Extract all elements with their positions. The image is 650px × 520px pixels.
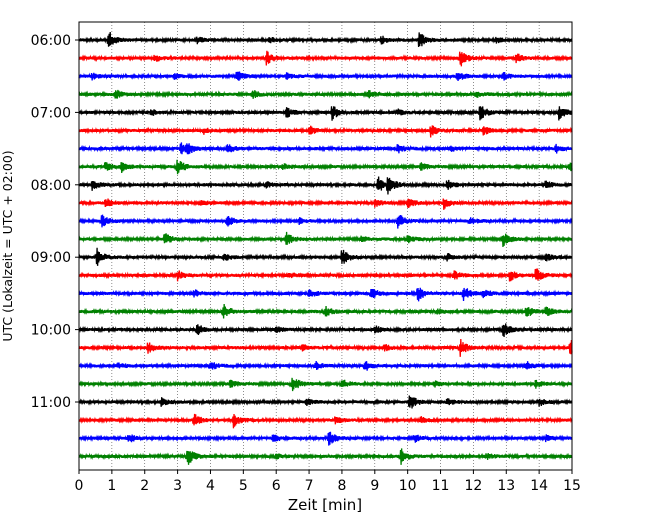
y-axis-ticks: 06:00 07:00 08:00 09:00 10:00 11:00: [31, 33, 79, 411]
plot-area: [79, 22, 572, 470]
trace-line: [78, 413, 573, 429]
y-tick-label: 09:00: [31, 250, 71, 266]
trace-line: [78, 268, 573, 282]
trace-line: [78, 338, 573, 357]
trace-line: [78, 377, 573, 392]
trace-line: [78, 360, 573, 371]
trace-line: [78, 287, 573, 302]
trace-line: [78, 247, 573, 266]
y-tick-label: 11:00: [31, 395, 71, 411]
y-tick-label: 07:00: [31, 105, 71, 121]
x-tick-label: 3: [173, 478, 182, 494]
x-tick-label: 11: [432, 478, 450, 494]
trace-line: [78, 198, 573, 210]
x-tick-label: 6: [272, 478, 281, 494]
trace-line: [78, 142, 573, 155]
x-tick-label: 2: [140, 478, 149, 494]
trace-line: [78, 50, 573, 67]
x-tick-label: 0: [75, 478, 84, 494]
trace-line: [78, 395, 573, 409]
x-tick-label: 15: [563, 478, 581, 494]
trace-line: [78, 323, 573, 338]
x-tick-label: 7: [305, 478, 314, 494]
y-tick-label: 08:00: [31, 178, 71, 194]
trace-line: [78, 448, 573, 465]
trace-line: [78, 214, 573, 229]
x-axis-label: Zeit [min]: [288, 496, 362, 514]
plot-frame: [78, 21, 573, 471]
x-tick-label: 13: [497, 478, 515, 494]
trace-line: [78, 231, 573, 248]
x-tick-label: 1: [107, 478, 116, 494]
trace-line: [78, 125, 573, 138]
trace-line: [78, 176, 573, 195]
trace-line: [78, 31, 573, 47]
trace-line: [78, 71, 573, 81]
x-tick-label: 9: [370, 478, 379, 494]
x-tick-label: 10: [399, 478, 417, 494]
trace-line: [78, 431, 573, 446]
x-tick-label: 14: [530, 478, 548, 494]
trace-line: [78, 106, 573, 121]
trace-line: [78, 304, 573, 319]
seismic-traces: [78, 31, 573, 465]
x-tick-label: 12: [464, 478, 482, 494]
y-axis-label: UTC (Lokalzeit = UTC + 02:00): [0, 150, 15, 341]
x-tick-label: 5: [239, 478, 248, 494]
y-tick-label: 06:00: [31, 33, 71, 49]
y-tick-label: 10:00: [31, 323, 71, 339]
trace-line: [78, 159, 573, 175]
trace-line: [78, 89, 573, 99]
x-axis-ticks: 0 1 2 3 4 5 6 7 8 9 10 11 12 13 14 15: [75, 470, 581, 494]
x-tick-label: 4: [206, 478, 215, 494]
x-tick-label: 8: [337, 478, 346, 494]
